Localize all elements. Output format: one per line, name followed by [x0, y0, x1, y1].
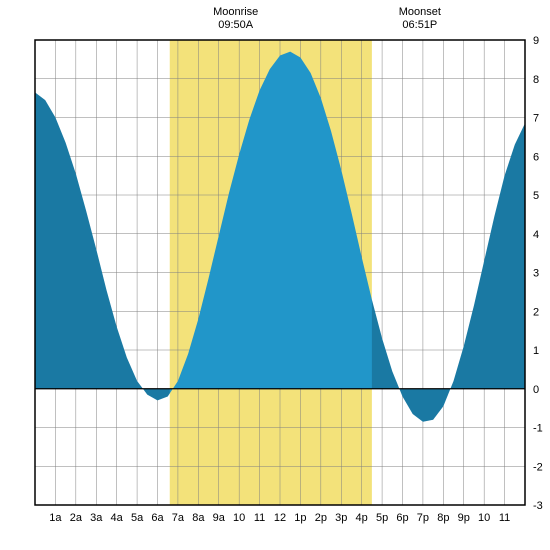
y-tick-label: -1: [533, 423, 543, 435]
x-tick-label: 2a: [70, 512, 83, 524]
x-tick-label: 12: [274, 512, 286, 524]
y-tick-label: 4: [533, 229, 539, 241]
x-tick-label: 11: [254, 512, 265, 524]
y-tick-label: 6: [533, 151, 539, 163]
event-time: 09:50A: [196, 19, 276, 32]
x-tick-label: 4a: [111, 512, 124, 524]
x-tick-label: 8p: [437, 512, 449, 524]
x-tick-label: 3p: [335, 512, 347, 524]
y-tick-label: 9: [533, 35, 539, 47]
x-tick-label: 10: [233, 512, 245, 524]
x-tick-label: 9p: [458, 512, 470, 524]
x-tick-label: 11: [499, 512, 510, 524]
x-tick-label: 3a: [90, 512, 103, 524]
x-tick-label: 1a: [49, 512, 62, 524]
x-tick-label: 6a: [151, 512, 164, 524]
x-tick-label: 4p: [356, 512, 368, 524]
tide-chart-svg: -3-2-101234567891a2a3a4a5a6a7a8a9a101112…: [0, 0, 550, 550]
event-time: 06:51P: [380, 19, 460, 32]
y-tick-label: 7: [533, 113, 539, 125]
y-tick-label: 2: [533, 306, 539, 318]
x-tick-label: 2p: [315, 512, 327, 524]
y-tick-label: 3: [533, 268, 539, 280]
y-tick-label: -3: [533, 500, 543, 512]
x-tick-label: 5a: [131, 512, 144, 524]
x-tick-label: 6p: [396, 512, 408, 524]
x-tick-label: 9a: [213, 512, 226, 524]
x-tick-label: 7p: [417, 512, 429, 524]
x-tick-label: 1p: [294, 512, 306, 524]
event-name: Moonrise: [196, 6, 276, 19]
x-tick-label: 10: [478, 512, 490, 524]
y-tick-label: 1: [533, 345, 539, 357]
x-tick-label: 8a: [192, 512, 205, 524]
y-tick-label: 0: [533, 384, 539, 396]
x-tick-label: 7a: [172, 512, 185, 524]
y-tick-label: 5: [533, 190, 539, 202]
moonset-label: Moonset06:51P: [380, 6, 460, 32]
y-tick-label: 8: [533, 74, 539, 86]
y-tick-label: -2: [533, 461, 543, 473]
x-tick-label: 5p: [376, 512, 388, 524]
moonrise-label: Moonrise09:50A: [196, 6, 276, 32]
tide-chart: -3-2-101234567891a2a3a4a5a6a7a8a9a101112…: [0, 0, 550, 550]
event-name: Moonset: [380, 6, 460, 19]
